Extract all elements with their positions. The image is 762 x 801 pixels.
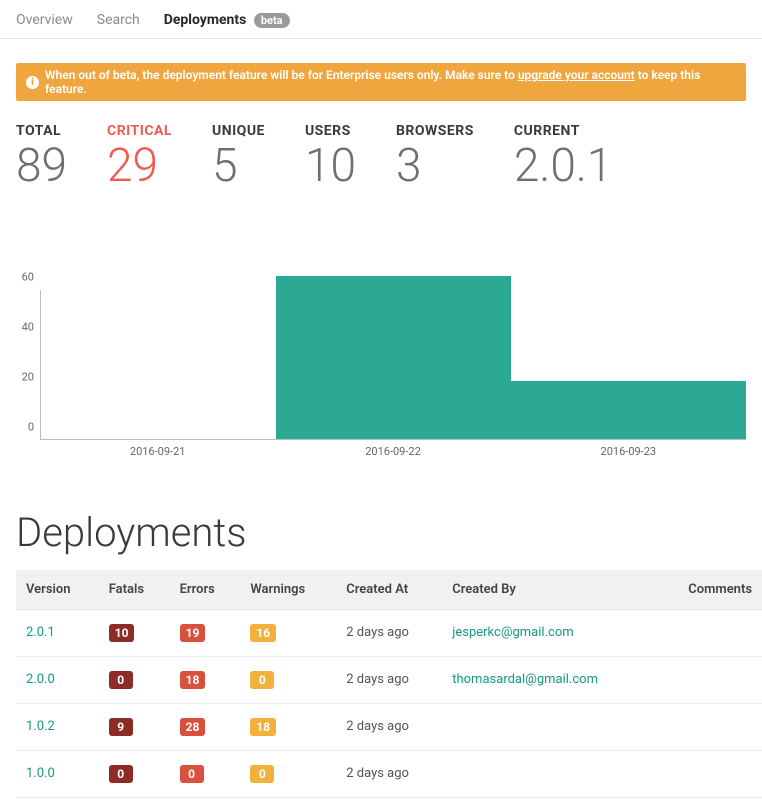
table-row: 2.0.0 0 18 0 2 days ago thomasardal@gmail.com [16,656,762,703]
section-title: Deployments [0,465,762,570]
tab-search[interactable]: Search [97,12,140,28]
nav-tabs: Overview Search Deployments beta [0,0,762,39]
stats-row: TOTAL 89 CRITICAL 29 UNIQUE 5 USERS 10 BROWSERS 3… [0,101,762,200]
stat-current: CURRENT 2.0.1 [514,123,613,192]
chart-bar [276,276,511,439]
stat-label: BROWSERS [396,123,474,139]
table-header-cell: Warnings [240,570,336,610]
created-at: 2 days ago [336,703,442,750]
version-link[interactable]: 1.0.0 [26,766,55,781]
banner-prefix: When out of beta, the deployment feature… [45,68,518,82]
stat-unique: UNIQUE 5 [212,123,265,192]
deployments-chart: 0204060 2016-09-212016-09-222016-09-23 [40,290,746,455]
y-tick: 40 [22,320,34,333]
stat-value: 10 [305,141,356,192]
upgrade-link[interactable]: upgrade your account [518,68,635,82]
errors-badge: 0 [180,765,204,783]
bar-slot [511,290,746,439]
info-icon: i [26,76,39,89]
chart-bar [511,381,746,439]
deployments-table: VersionFatalsErrorsWarningsCreated AtCre… [16,570,762,798]
comments-cell [655,656,762,703]
created-at: 2 days ago [336,609,442,656]
stat-label: CURRENT [514,123,613,139]
table-header-cell: Errors [170,570,241,610]
tab-overview[interactable]: Overview [16,12,73,28]
warnings-badge: 16 [250,624,276,642]
chart-plot [40,290,746,440]
fatal-badge: 0 [109,671,133,689]
table-header-cell: Created At [336,570,442,610]
table-header-cell: Fatals [99,570,170,610]
stat-value: 3 [396,141,474,192]
chart-container: 0 20 40 60 2016-09-212016-09-222016-09-23 [0,200,762,465]
table-body: 2.0.11019162 days agojesperkc@gmail.com2… [16,609,762,797]
bar-slot [41,290,276,439]
bar-slot [276,290,511,439]
x-label: 2016-09-21 [40,445,275,458]
warnings-badge: 0 [250,671,274,689]
table-header-row: VersionFatalsErrorsWarningsCreated AtCre… [16,570,762,610]
created-by-email[interactable]: thomasardal@gmail.com [452,672,598,687]
version-link[interactable]: 1.0.2 [26,719,55,734]
beta-banner: i When out of beta, the deployment featu… [16,63,746,101]
stat-users: USERS 10 [305,123,356,192]
version-link[interactable]: 2.0.0 [26,672,55,687]
fatal-badge: 0 [109,765,133,783]
stat-value: 5 [212,141,265,192]
comments-cell [655,609,762,656]
y-tick: 0 [28,420,34,433]
created-at: 2 days ago [336,750,442,797]
created-at: 2 days ago [336,656,442,703]
stat-label: UNIQUE [212,123,265,139]
tab-deployments[interactable]: Deployments beta [164,12,290,28]
table-header-cell: Created By [442,570,654,610]
fatal-badge: 10 [109,624,135,642]
table-row: 1.0.0 0 0 0 2 days ago [16,750,762,797]
version-link[interactable]: 2.0.1 [26,625,55,640]
errors-badge: 28 [180,718,206,736]
stat-total: TOTAL 89 [16,123,67,192]
table-header-cell: Version [16,570,99,610]
x-axis-labels: 2016-09-212016-09-222016-09-23 [40,445,746,458]
errors-badge: 19 [180,624,206,642]
table-header-cell: Comments [655,570,762,610]
stat-value: 29 [107,141,172,192]
comments-cell [655,703,762,750]
stat-critical: CRITICAL 29 [107,123,172,192]
table-row: 2.0.1 10 19 16 2 days ago jesperkc@gmail.com [16,609,762,656]
warnings-badge: 18 [250,718,276,736]
y-tick: 60 [22,270,34,283]
x-label: 2016-09-23 [511,445,746,458]
created-by-email[interactable]: jesperkc@gmail.com [452,625,573,640]
table-row: 1.0.2 9 28 18 2 days ago [16,703,762,750]
fatal-badge: 9 [109,718,133,736]
errors-badge: 18 [180,671,206,689]
stat-value: 89 [16,141,67,192]
banner-text: When out of beta, the deployment feature… [45,68,736,96]
stat-label: TOTAL [16,123,67,139]
y-axis-ticks: 0204060 [16,290,40,455]
comments-cell [655,750,762,797]
stat-label: CRITICAL [107,123,172,139]
tab-deployments-label: Deployments [164,12,247,28]
stat-label: USERS [305,123,356,139]
stat-browsers: BROWSERS 3 [396,123,474,192]
x-label: 2016-09-22 [275,445,510,458]
stat-value: 2.0.1 [514,141,613,192]
beta-badge: beta [254,13,290,28]
warnings-badge: 0 [250,765,274,783]
y-tick: 20 [22,370,34,383]
